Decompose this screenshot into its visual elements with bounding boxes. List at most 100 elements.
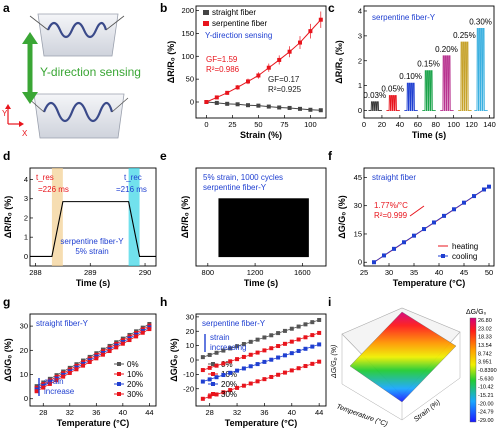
annotation-r2: R²=0.999 (374, 211, 408, 220)
x-tick-label: 28 (206, 408, 214, 417)
colorbar-tick-label: 8.742 (478, 351, 492, 357)
data-point-series-0 (221, 348, 226, 353)
y-tick-label: 4 (358, 6, 362, 15)
data-point-series-1 (235, 357, 240, 362)
annotation-fiber: serpentine fiber-Y (60, 237, 124, 246)
x-tick-label: 28 (39, 408, 47, 417)
data-point-series-3 (140, 330, 145, 335)
data-point-series-2 (296, 348, 301, 353)
x-axis-label: Temperature (°C) (393, 278, 465, 288)
data-point-series-3 (134, 334, 139, 339)
y-tick-label: 0 (190, 356, 194, 365)
data-point-series-3 (41, 385, 46, 390)
device-top (37, 13, 119, 57)
y-axis-label: ΔG/G₀ (%) (337, 195, 347, 239)
y-tick-label: 1 (24, 233, 28, 242)
pulse-series-2 (404, 82, 418, 111)
panel-g-title: straight fiber-Y (36, 319, 89, 328)
annotation-increase: increasing (210, 343, 246, 352)
pulse-series-4 (440, 55, 454, 111)
legend-label-0: 0% (127, 360, 139, 369)
data-point-cooling (452, 207, 456, 212)
colorbar (469, 317, 477, 423)
data-point-series-0 (241, 342, 246, 347)
data-point-series-0 (289, 326, 294, 331)
data-point-series-3 (241, 383, 246, 388)
data-point-series-3 (200, 396, 205, 401)
data-point (246, 79, 250, 84)
cycling-signal (218, 198, 309, 258)
pulse-label-0: 0.03% (363, 91, 386, 100)
y-tick-label: 20 (20, 346, 28, 355)
data-point (287, 105, 292, 110)
x-axis-label: Temperature (°C) (57, 418, 129, 428)
x-tick-label: 50 (485, 268, 493, 277)
colorbar-tick-label: 26.80 (478, 318, 492, 324)
x-tick-label: 25 (360, 268, 368, 277)
legend-swatch-0 (203, 10, 209, 15)
data-point (266, 65, 271, 70)
data-point-series-0 (317, 317, 322, 322)
data-point-series-3 (317, 359, 322, 364)
data-point-series-2 (310, 344, 315, 349)
data-point-series-3 (276, 372, 281, 377)
panel-h-title: serpentine fiber-Y (202, 319, 266, 328)
x-tick-label: 120 (465, 120, 478, 129)
y-tick-label: 45 (354, 173, 362, 182)
x-tick-label: 32 (66, 408, 74, 417)
annotation-gf-serpentine: GF=1.59 (206, 55, 238, 64)
data-point-series-0 (248, 339, 253, 344)
legend-label-2: 20% (221, 380, 237, 389)
x-tick-label: 140 (483, 120, 496, 129)
x-tick-label: 35 (410, 268, 418, 277)
y-axis-label: ΔR/R₀ (‰) (334, 40, 344, 84)
panel-b-chart: 0 25 50 75 100 0 50 100 150 200 Strain (%) ΔR/R₀ (%… (166, 5, 327, 140)
pulse-series-6 (474, 27, 488, 111)
panel-label-h: h (160, 295, 167, 309)
data-point-series-1 (207, 365, 212, 370)
y-tick-label: 2 (358, 56, 362, 65)
data-point-series-3 (94, 356, 99, 361)
y-tick-label: 0 (24, 252, 28, 261)
colorbar-tick-label: -20.00 (478, 401, 494, 407)
data-point-series-3 (228, 388, 233, 393)
x-tick-label: 32 (233, 408, 241, 417)
x-axis-label: Time (s) (412, 130, 446, 140)
data-point-series-3 (74, 367, 79, 372)
annotation-fiber: serpentine fiber-Y (203, 183, 267, 192)
data-point-series-3 (255, 379, 260, 384)
x-axis-label: Time (s) (76, 278, 110, 288)
data-point-series-1 (289, 339, 294, 344)
annotation-trec-value: =216 ms (116, 185, 147, 194)
pulse-label-2: 0.10% (399, 72, 422, 81)
legend-marker-2 (211, 382, 215, 386)
y-tick-label: 2 (24, 213, 28, 222)
data-point-series-2 (221, 373, 226, 378)
y-tick-label: 50 (186, 75, 194, 84)
colorbar-tick-label: 13.54 (478, 343, 492, 349)
axis-y-letter: Y (2, 109, 8, 118)
data-point-series-1 (255, 350, 260, 355)
strain-arrow-up-head (22, 32, 38, 44)
data-point-series-2 (269, 357, 274, 362)
axis-x-letter: X (22, 129, 28, 138)
wire-top-left (29, 15, 49, 31)
data-point (204, 100, 209, 104)
device-illustration: Y-direction sensing Y X (2, 13, 141, 139)
data-point-series-1 (269, 346, 274, 351)
data-point-series-0 (228, 346, 233, 351)
annotation-tres-value: =226 ms (38, 185, 69, 194)
legend-marker-3 (117, 392, 121, 396)
data-point (235, 102, 240, 107)
pulse-series-1 (386, 95, 400, 111)
data-point-series-1 (262, 348, 267, 353)
x-axis-label: Strain (%) (240, 130, 282, 140)
axis-y-arrow-head (5, 104, 11, 109)
data-point-cooling (462, 200, 466, 205)
x-tick-label: 45 (460, 268, 468, 277)
legend-marker-1 (211, 372, 215, 376)
data-point-series-3 (289, 368, 294, 373)
annotation-cycles: 5% strain, 1000 cycles (203, 173, 283, 182)
data-point-series-1 (241, 354, 246, 359)
